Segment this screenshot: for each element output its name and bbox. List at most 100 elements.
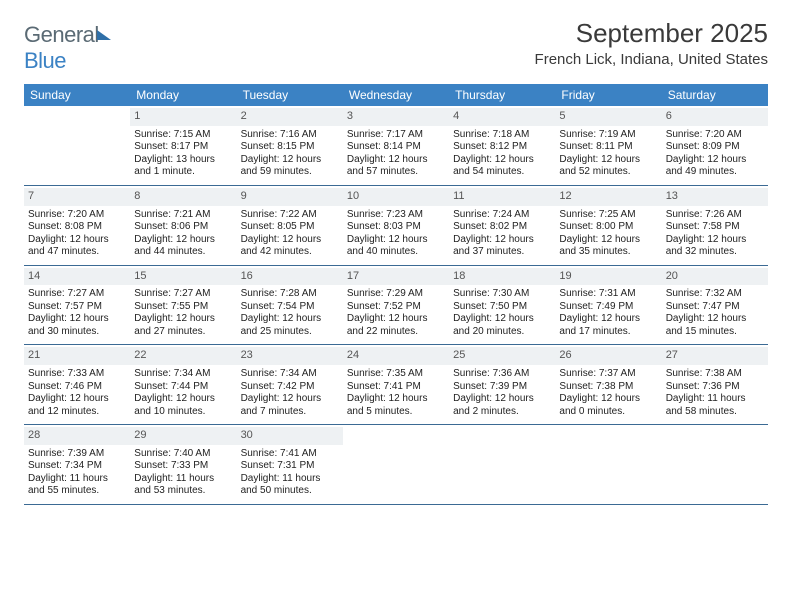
sunrise-text: Sunrise: 7:31 AM bbox=[559, 288, 657, 301]
sail-icon bbox=[97, 30, 111, 40]
day-cell bbox=[343, 425, 449, 504]
sunrise-text: Sunrise: 7:38 AM bbox=[666, 368, 764, 381]
sunset-text: Sunset: 7:38 PM bbox=[559, 381, 657, 394]
day-cell: 6Sunrise: 7:20 AMSunset: 8:09 PMDaylight… bbox=[662, 106, 768, 185]
day-cell: 21Sunrise: 7:33 AMSunset: 7:46 PMDayligh… bbox=[24, 345, 130, 424]
daylight-text: Daylight: 12 hours and 12 minutes. bbox=[28, 393, 126, 418]
day-number: 5 bbox=[555, 108, 661, 126]
daylight-text: Daylight: 11 hours and 55 minutes. bbox=[28, 473, 126, 498]
day-cell: 10Sunrise: 7:23 AMSunset: 8:03 PMDayligh… bbox=[343, 186, 449, 265]
day-number: 18 bbox=[449, 268, 555, 286]
day-cell: 4Sunrise: 7:18 AMSunset: 8:12 PMDaylight… bbox=[449, 106, 555, 185]
weekday-header: Wednesday bbox=[343, 84, 449, 106]
day-cell: 9 Sunrise: 7:22 AMSunset: 8:05 PMDaylight… bbox=[237, 186, 343, 265]
sunset-text: Sunset: 8:08 PM bbox=[28, 221, 126, 234]
day-number: 12 bbox=[555, 188, 661, 206]
sunrise-text: Sunrise: 7:39 AM bbox=[28, 448, 126, 461]
sunrise-text: Sunrise: 7:16 AM bbox=[241, 129, 339, 142]
calendar-page: General Blue September 2025 French Lick,… bbox=[0, 0, 792, 523]
sunset-text: Sunset: 7:58 PM bbox=[666, 221, 764, 234]
daylight-text: Daylight: 12 hours and 25 minutes. bbox=[241, 313, 339, 338]
day-number: 30 bbox=[237, 427, 343, 445]
day-cell: 3Sunrise: 7:17 AMSunset: 8:14 PMDaylight… bbox=[343, 106, 449, 185]
daylight-text: Daylight: 12 hours and 20 minutes. bbox=[453, 313, 551, 338]
day-number: 16 bbox=[237, 268, 343, 286]
day-number: 9 bbox=[237, 188, 343, 206]
weeks-container: 1Sunrise: 7:15 AMSunset: 8:17 PMDaylight… bbox=[24, 106, 768, 505]
day-number: 22 bbox=[130, 347, 236, 365]
day-cell: 15Sunrise: 7:27 AMSunset: 7:55 PMDayligh… bbox=[130, 266, 236, 345]
daylight-text: Daylight: 12 hours and 7 minutes. bbox=[241, 393, 339, 418]
day-number: 10 bbox=[343, 188, 449, 206]
sunset-text: Sunset: 8:05 PM bbox=[241, 221, 339, 234]
day-cell: 14Sunrise: 7:27 AMSunset: 7:57 PMDayligh… bbox=[24, 266, 130, 345]
daylight-text: Daylight: 12 hours and 5 minutes. bbox=[347, 393, 445, 418]
sunrise-text: Sunrise: 7:22 AM bbox=[241, 209, 339, 222]
day-number: 28 bbox=[24, 427, 130, 445]
sunrise-text: Sunrise: 7:32 AM bbox=[666, 288, 764, 301]
weekday-header: Thursday bbox=[449, 84, 555, 106]
sunset-text: Sunset: 7:50 PM bbox=[453, 301, 551, 314]
sunrise-text: Sunrise: 7:33 AM bbox=[28, 368, 126, 381]
sunset-text: Sunset: 8:14 PM bbox=[347, 141, 445, 154]
day-number: 26 bbox=[555, 347, 661, 365]
sunrise-text: Sunrise: 7:40 AM bbox=[134, 448, 232, 461]
sunset-text: Sunset: 7:52 PM bbox=[347, 301, 445, 314]
daylight-text: Daylight: 12 hours and 59 minutes. bbox=[241, 154, 339, 179]
day-cell: 18 Sunrise: 7:30 AMSunset: 7:50 PMDayligh… bbox=[449, 266, 555, 345]
day-cell: 24Sunrise: 7:35 AMSunset: 7:41 PMDayligh… bbox=[343, 345, 449, 424]
sunrise-text: Sunrise: 7:36 AM bbox=[453, 368, 551, 381]
daylight-text: Daylight: 12 hours and 42 minutes. bbox=[241, 234, 339, 259]
day-number: 13 bbox=[662, 188, 768, 206]
sunrise-text: Sunrise: 7:18 AM bbox=[453, 129, 551, 142]
sunset-text: Sunset: 7:41 PM bbox=[347, 381, 445, 394]
daylight-text: Daylight: 12 hours and 10 minutes. bbox=[134, 393, 232, 418]
sunset-text: Sunset: 7:33 PM bbox=[134, 460, 232, 473]
day-number: 23 bbox=[237, 347, 343, 365]
daylight-text: Daylight: 11 hours and 58 minutes. bbox=[666, 393, 764, 418]
daylight-text: Daylight: 12 hours and 0 minutes. bbox=[559, 393, 657, 418]
sunrise-text: Sunrise: 7:19 AM bbox=[559, 129, 657, 142]
daylight-text: Daylight: 12 hours and 27 minutes. bbox=[134, 313, 232, 338]
title-block: September 2025 French Lick, Indiana, Uni… bbox=[535, 18, 768, 68]
day-number: 19 bbox=[555, 268, 661, 286]
logo: General Blue bbox=[24, 18, 111, 74]
day-cell: 2Sunrise: 7:16 AMSunset: 8:15 PMDaylight… bbox=[237, 106, 343, 185]
weekday-header: Sunday bbox=[24, 84, 130, 106]
week-row: 1Sunrise: 7:15 AMSunset: 8:17 PMDaylight… bbox=[24, 106, 768, 186]
sunrise-text: Sunrise: 7:25 AM bbox=[559, 209, 657, 222]
day-cell: 28Sunrise: 7:39 AMSunset: 7:34 PMDayligh… bbox=[24, 425, 130, 504]
logo-part2: Blue bbox=[24, 48, 66, 73]
daylight-text: Daylight: 11 hours and 53 minutes. bbox=[134, 473, 232, 498]
day-number: 14 bbox=[24, 268, 130, 286]
sunset-text: Sunset: 8:09 PM bbox=[666, 141, 764, 154]
sunrise-text: Sunrise: 7:30 AM bbox=[453, 288, 551, 301]
day-cell: 7Sunrise: 7:20 AMSunset: 8:08 PMDaylight… bbox=[24, 186, 130, 265]
daylight-text: Daylight: 12 hours and 44 minutes. bbox=[134, 234, 232, 259]
sunset-text: Sunset: 7:42 PM bbox=[241, 381, 339, 394]
day-cell: 26Sunrise: 7:37 AMSunset: 7:38 PMDayligh… bbox=[555, 345, 661, 424]
day-cell: 19Sunrise: 7:31 AMSunset: 7:49 PMDayligh… bbox=[555, 266, 661, 345]
day-number: 7 bbox=[24, 188, 130, 206]
day-cell bbox=[555, 425, 661, 504]
day-number: 25 bbox=[449, 347, 555, 365]
day-cell: 25Sunrise: 7:36 AMSunset: 7:39 PMDayligh… bbox=[449, 345, 555, 424]
month-title: September 2025 bbox=[535, 18, 768, 49]
sunset-text: Sunset: 8:06 PM bbox=[134, 221, 232, 234]
sunset-text: Sunset: 7:54 PM bbox=[241, 301, 339, 314]
sunrise-text: Sunrise: 7:23 AM bbox=[347, 209, 445, 222]
sunrise-text: Sunrise: 7:34 AM bbox=[134, 368, 232, 381]
sunrise-text: Sunrise: 7:27 AM bbox=[134, 288, 232, 301]
sunrise-text: Sunrise: 7:34 AM bbox=[241, 368, 339, 381]
sunset-text: Sunset: 7:47 PM bbox=[666, 301, 764, 314]
day-cell: 27Sunrise: 7:38 AMSunset: 7:36 PMDayligh… bbox=[662, 345, 768, 424]
day-number: 17 bbox=[343, 268, 449, 286]
location: French Lick, Indiana, United States bbox=[535, 51, 768, 68]
daylight-text: Daylight: 12 hours and 15 minutes. bbox=[666, 313, 764, 338]
day-number: 3 bbox=[343, 108, 449, 126]
sunrise-text: Sunrise: 7:27 AM bbox=[28, 288, 126, 301]
day-cell: 16Sunrise: 7:28 AMSunset: 7:54 PMDayligh… bbox=[237, 266, 343, 345]
sunset-text: Sunset: 7:39 PM bbox=[453, 381, 551, 394]
sunrise-text: Sunrise: 7:35 AM bbox=[347, 368, 445, 381]
weekday-header: Friday bbox=[555, 84, 661, 106]
